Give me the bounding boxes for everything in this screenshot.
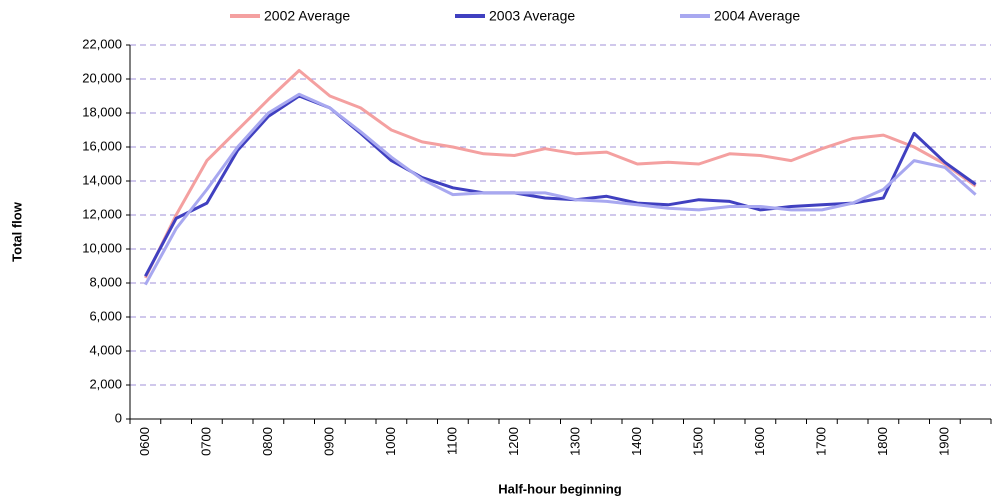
series-line [144, 69, 977, 279]
y-tick-label: 14,000 [82, 172, 122, 187]
y-tick-label: 4,000 [89, 342, 122, 357]
x-tick-label: 0800 [260, 427, 275, 456]
y-tick-label: 22,000 [82, 36, 122, 51]
legend-label: 2004 Average [714, 8, 800, 24]
y-tick-label: 8,000 [89, 274, 122, 289]
x-tick-label: 1200 [506, 427, 521, 456]
x-tick-label: 1700 [813, 427, 828, 456]
y-tick-label: 20,000 [82, 70, 122, 85]
y-tick-label: 10,000 [82, 240, 122, 255]
legend-label: 2003 Average [489, 8, 575, 24]
x-tick-label: 0900 [321, 427, 336, 456]
x-tick-label: 1500 [690, 427, 705, 456]
x-tick-label: 1900 [936, 427, 951, 456]
y-tick-label: 0 [115, 410, 122, 425]
x-tick-label: 1800 [875, 427, 890, 456]
x-tick-label: 1400 [629, 427, 644, 456]
x-tick-label: 1600 [752, 427, 767, 456]
y-tick-label: 6,000 [89, 308, 122, 323]
series-line [144, 92, 977, 286]
legend-label: 2002 Average [264, 8, 350, 24]
x-tick-label: 1100 [444, 427, 459, 455]
x-axis-title: Half-hour beginning [498, 481, 622, 496]
x-tick-label: 0700 [198, 427, 213, 456]
y-tick-label: 16,000 [82, 138, 122, 153]
y-tick-label: 2,000 [89, 376, 122, 391]
series-line [144, 94, 977, 277]
y-axis-title: Total flow [9, 201, 24, 262]
x-tick-label: 0600 [137, 427, 152, 456]
y-tick-label: 18,000 [82, 104, 122, 119]
x-tick-label: 1000 [383, 427, 398, 456]
x-tick-label: 1300 [567, 427, 582, 456]
y-tick-label: 12,000 [82, 206, 122, 221]
